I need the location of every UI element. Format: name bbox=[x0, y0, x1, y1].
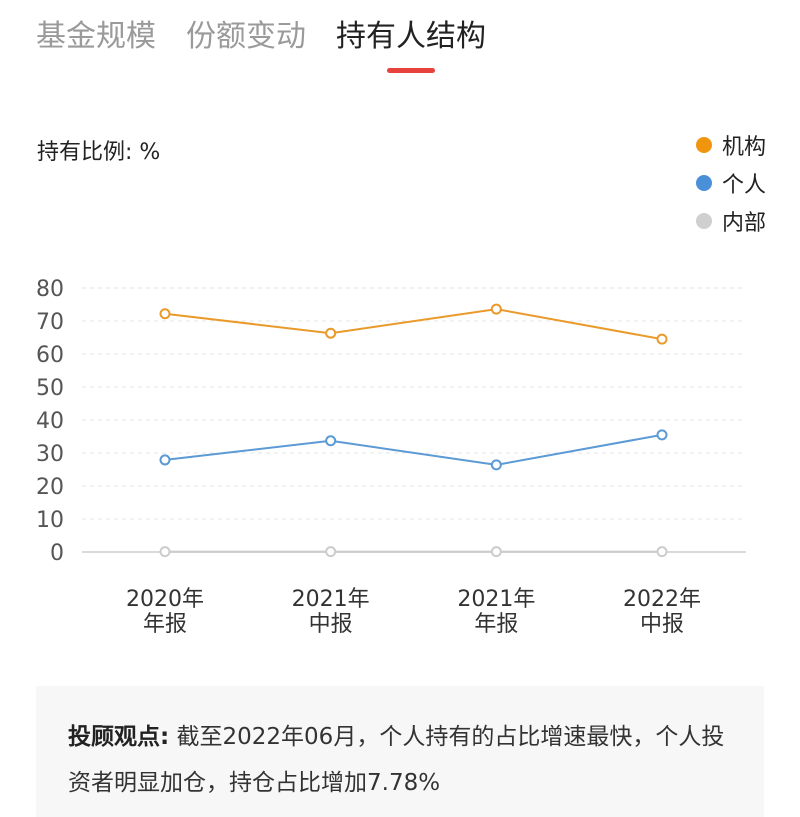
y-tick-label: 70 bbox=[36, 310, 64, 335]
y-tick-label: 30 bbox=[36, 442, 64, 467]
data-point bbox=[325, 327, 337, 339]
holder-structure-line-chart: 010203040506070802020年年报2021年中报2021年年报20… bbox=[36, 277, 746, 637]
legend-label-individual: 个人 bbox=[721, 173, 766, 198]
advisor-note-label: 投顾观点: bbox=[68, 724, 170, 750]
data-point bbox=[656, 546, 668, 558]
data-point bbox=[656, 429, 668, 441]
tab-share-change[interactable]: 份额变动 bbox=[186, 19, 306, 54]
y-tick-label: 20 bbox=[36, 475, 64, 500]
tab-holder-structure-label: 持有人结构 bbox=[336, 19, 486, 54]
y-tick-label: 0 bbox=[50, 541, 64, 566]
data-point bbox=[159, 546, 171, 558]
x-tick-label: 2021年 bbox=[457, 587, 535, 612]
legend-dot-individual bbox=[695, 175, 712, 191]
series-line bbox=[164, 433, 663, 466]
data-point bbox=[325, 435, 337, 447]
advisor-note: 投顾观点: 截至2022年06月，个人持有的占比增速最快，个人投资者明显加仓，持… bbox=[36, 686, 764, 817]
tab-holder-structure[interactable]: 持有人结构 bbox=[336, 12, 486, 73]
legend-item-institution: 机构 bbox=[695, 132, 766, 160]
chart-legend: 机构 个人 内部 bbox=[695, 132, 766, 236]
legend-label-internal: 内部 bbox=[721, 211, 766, 236]
legend-dot-internal bbox=[695, 213, 712, 229]
x-tick-label: 2021年 bbox=[292, 587, 370, 612]
y-tick-label: 60 bbox=[36, 343, 64, 368]
legend-dot-institution bbox=[695, 137, 712, 153]
x-tick-label: 2022年 bbox=[623, 587, 701, 612]
legend-item-individual: 个人 bbox=[695, 170, 766, 198]
x-tick-label: 年报 bbox=[143, 612, 187, 637]
legend-label-institution: 机构 bbox=[721, 135, 766, 160]
data-point bbox=[490, 459, 502, 471]
advisor-note-text: 截至2022年06月，个人持有的占比增速最快，个人投资者明显加仓，持仓占比增加7… bbox=[68, 724, 725, 796]
data-point bbox=[159, 308, 171, 320]
data-point bbox=[656, 333, 668, 345]
tab-bar: 基金规模 份额变动 持有人结构 bbox=[36, 12, 486, 73]
x-tick-label: 中报 bbox=[309, 612, 353, 637]
data-point bbox=[490, 303, 502, 315]
x-tick-label: 年报 bbox=[474, 612, 518, 637]
series-line bbox=[164, 308, 663, 341]
data-point bbox=[325, 546, 337, 558]
tab-fund-size[interactable]: 基金规模 bbox=[36, 19, 156, 54]
legend-item-internal: 内部 bbox=[695, 208, 766, 236]
data-point bbox=[490, 546, 502, 558]
y-tick-label: 40 bbox=[36, 409, 64, 434]
x-tick-label: 2020年 bbox=[126, 587, 204, 612]
active-tab-indicator bbox=[387, 68, 435, 73]
y-tick-label: 10 bbox=[36, 508, 64, 533]
y-tick-label: 80 bbox=[36, 277, 64, 302]
chart-unit-label: 持有比例: % bbox=[37, 140, 161, 165]
data-point bbox=[159, 454, 171, 466]
x-tick-label: 中报 bbox=[640, 612, 684, 637]
y-tick-label: 50 bbox=[36, 376, 64, 401]
